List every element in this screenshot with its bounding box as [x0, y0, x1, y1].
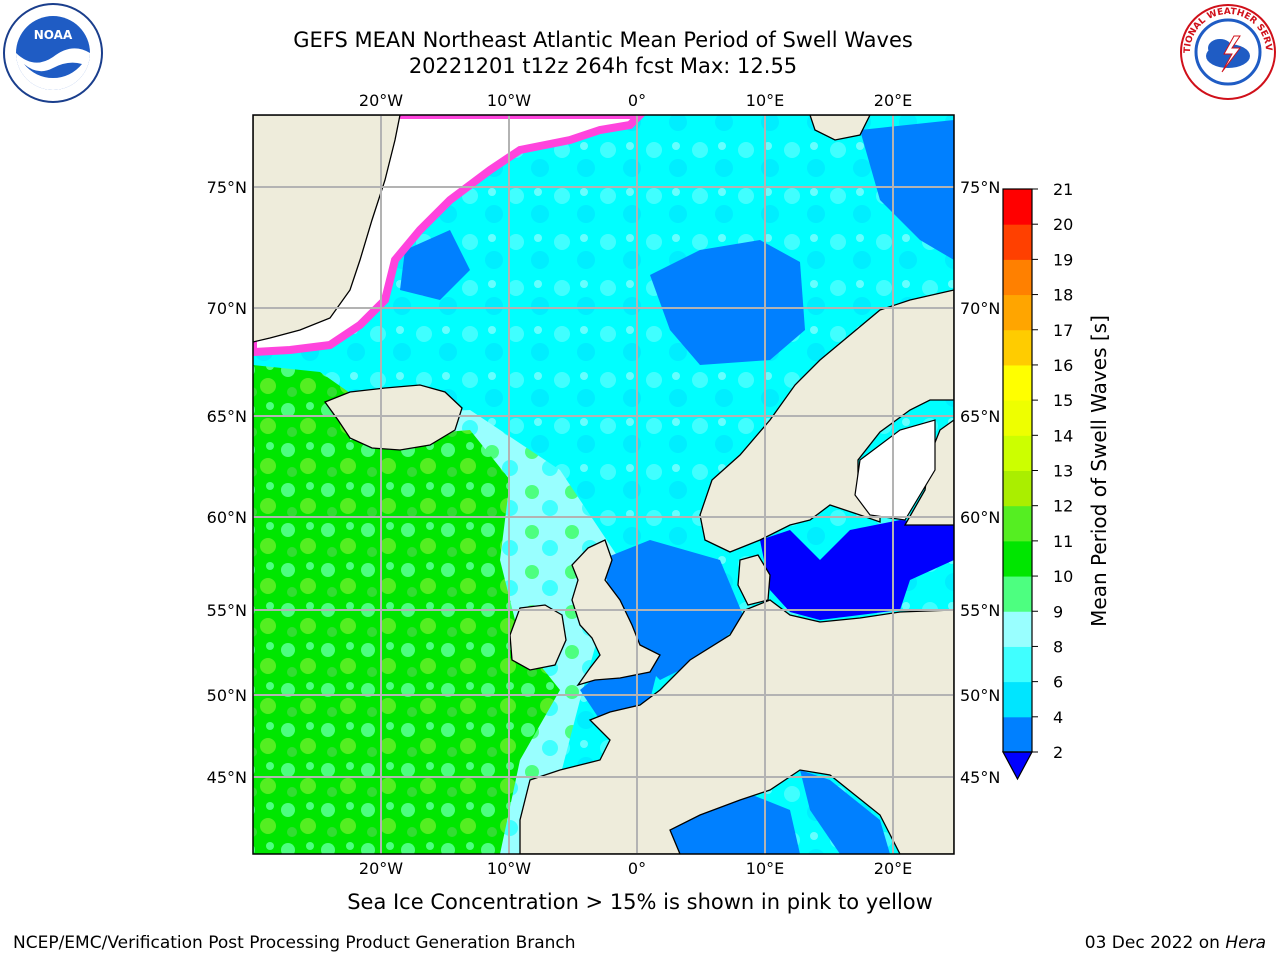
colorbar-segment [1003, 540, 1032, 577]
iceland-land [323, 384, 463, 451]
lon-label-top: 0° [628, 91, 646, 110]
colorbar-tick-label: 10 [1053, 567, 1073, 586]
colorbar-segment [1003, 224, 1032, 260]
colorbar-tick-label: 2 [1053, 743, 1063, 762]
colorbar-segment [1003, 294, 1032, 331]
colorbar-segment [1003, 364, 1032, 401]
colorbar-tick-label: 13 [1053, 462, 1073, 481]
lat-label-right: 70°N [960, 299, 1000, 318]
lon-label-bottom: 20°E [874, 859, 912, 878]
ireland-land [509, 604, 567, 671]
lat-label-left: 45°N [207, 768, 247, 787]
colorbar-segment [1003, 681, 1032, 718]
lon-label-top: 10°E [746, 91, 784, 110]
lat-label-left: 65°N [207, 407, 247, 426]
noaa-logo-text: NOAA [34, 28, 73, 42]
colorbar-tick-label: 14 [1053, 426, 1073, 445]
colorbar-segment [1003, 611, 1032, 647]
colorbar-segment [1003, 576, 1032, 612]
colorbar-extension [1001, 751, 1034, 781]
lon-label-top: 20°W [359, 91, 403, 110]
colorbar-segment [1003, 716, 1032, 753]
colorbar-tick-label: 15 [1053, 391, 1073, 410]
sea-ice-caption: Sea Ice Concentration > 15% is shown in … [347, 890, 933, 914]
baltic-sea [760, 520, 954, 620]
lat-label-right: 50°N [960, 686, 1000, 705]
nws-logo: NATIONAL WEATHER SERVICE [1178, 2, 1276, 100]
svalbard-land [809, 115, 871, 141]
lon-label-top: 10°W [487, 91, 531, 110]
continental-europe-land [519, 599, 954, 854]
colorbar-segment [1003, 259, 1032, 296]
colorbar-tick-label: 16 [1053, 356, 1073, 375]
colorbar-tick-label: 21 [1053, 180, 1073, 199]
colorbar-tick-label: 18 [1053, 286, 1073, 305]
map-field [253, 115, 954, 854]
lon-label-bottom: 10°E [746, 859, 784, 878]
lat-label-right: 75°N [960, 178, 1000, 197]
lat-label-left: 55°N [207, 601, 247, 620]
colorbar-tick-label: 8 [1053, 637, 1063, 656]
graticule [253, 115, 954, 854]
colorbar-tick-label: 17 [1053, 321, 1073, 340]
lat-label-right: 60°N [960, 508, 1000, 527]
map-title: GEFS MEAN Northeast Atlantic Mean Period… [293, 28, 913, 52]
colorbar-segment [1003, 505, 1032, 542]
colorbar-tick-label: 19 [1053, 250, 1073, 269]
footer-credit: NCEP/EMC/Verification Post Processing Pr… [13, 933, 576, 953]
colorbar-segment [1003, 189, 1032, 225]
footer-date-text: 03 Dec 2022 on [1084, 933, 1226, 953]
colorbar-tick-label: 9 [1053, 602, 1063, 621]
lat-label-left: 60°N [207, 508, 247, 527]
colorbar-tick-label: 20 [1053, 215, 1073, 234]
footer-date: 03 Dec 2022 on Hera [1085, 933, 1266, 953]
lat-label-left: 75°N [207, 178, 247, 197]
lat-label-right: 45°N [960, 768, 1000, 787]
colorbar: 2 4 6 8 9 10 11 12 13 14 15 16 17 18 19 20 21 [1001, 180, 1073, 781]
map-frame [252, 114, 955, 855]
lat-label-left: 50°N [207, 686, 247, 705]
lon-label-bottom: 20°W [359, 859, 403, 878]
colorbar-tick-label: 6 [1053, 673, 1063, 692]
greenland-land [253, 115, 401, 343]
colorbar-label: Mean Period of Swell Waves [s] [1087, 315, 1111, 627]
colorbar-segment [1003, 329, 1032, 366]
footer-machine: Hera [1225, 933, 1266, 953]
colorbar-tick-label: 12 [1053, 497, 1073, 516]
colorbar-segment [1003, 400, 1032, 436]
colorbar-segment [1003, 470, 1032, 507]
lon-label-top: 20°E [874, 91, 912, 110]
scandinavia-land [699, 289, 954, 553]
lon-label-bottom: 0° [628, 859, 646, 878]
lat-label-right: 65°N [960, 407, 1000, 426]
colorbar-tick-label: 4 [1053, 708, 1063, 727]
lat-label-right: 55°N [960, 601, 1000, 620]
colorbar-tick-label: 11 [1053, 532, 1073, 551]
colorbar-segment [1003, 435, 1032, 471]
lon-label-bottom: 10°W [487, 859, 531, 878]
lat-label-left: 70°N [207, 299, 247, 318]
colorbar-segment [1003, 646, 1032, 683]
noaa-logo: NOAA [3, 3, 103, 103]
map-subtitle: 20221201 t12z 264h fcst Max: 12.55 [408, 54, 798, 78]
